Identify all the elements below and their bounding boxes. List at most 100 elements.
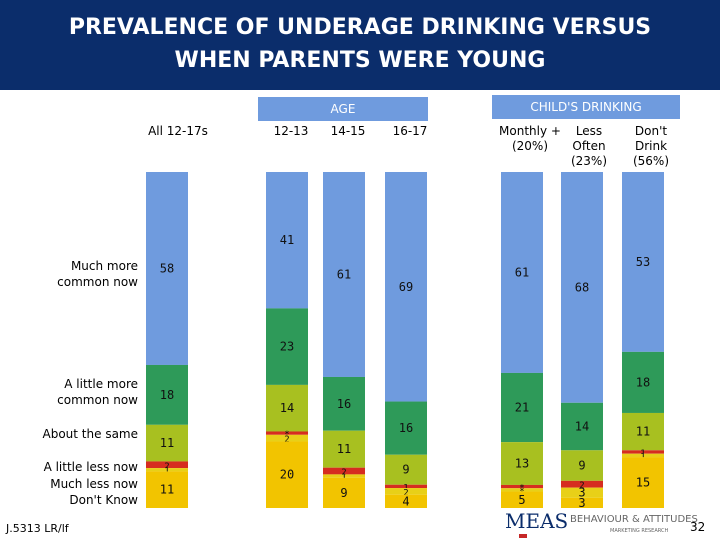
bar-value-label: 4: [402, 494, 409, 508]
bar-segment: [622, 172, 664, 352]
age-group-header: AGE: [258, 97, 428, 121]
bar-value-label: 13: [515, 457, 529, 471]
bar-segment: [385, 488, 427, 495]
bar-segment: [266, 441, 308, 508]
column-header-line: Drink: [634, 139, 668, 153]
bar-value-label: 9: [578, 459, 585, 473]
bar-value-label: 21: [515, 401, 529, 415]
row-label-line: Much more: [70, 259, 138, 273]
bar-value-label: 18: [160, 388, 174, 402]
bar-segment: [561, 450, 603, 481]
bar-segment: [501, 442, 543, 485]
bar-segment: [146, 468, 188, 472]
bar-segment: [266, 434, 308, 442]
bar-segment: [622, 351, 664, 413]
column-header-line: Less: [575, 124, 603, 138]
bar-value-label: 11: [337, 442, 351, 456]
column-header-line: All 12-17s: [148, 124, 208, 138]
bar-value-label: 69: [399, 280, 413, 294]
bar-value-label: 61: [515, 265, 529, 279]
bar-segment: [385, 172, 427, 402]
bar-segment: [323, 430, 365, 468]
bar-segment: [385, 401, 427, 455]
bar-segment: [146, 471, 188, 508]
bar-segment: [385, 484, 427, 489]
bar-segment: [266, 431, 308, 435]
row-label-much-less: Much less now: [50, 477, 138, 491]
bar-value-label: 9: [402, 463, 409, 477]
column-header-12-13: 12-13: [261, 124, 321, 139]
column-header-line: Often: [572, 139, 606, 153]
row-label-dont-know: Don't Know: [69, 493, 138, 507]
bar-segment: [561, 402, 603, 451]
bar-segment: [385, 454, 427, 485]
bar-value-label: 2: [164, 462, 169, 472]
bar-segment: [146, 172, 188, 365]
bar-value-label: 16: [399, 421, 413, 435]
bar-value-label: 14: [575, 420, 589, 434]
bar-value-label: 16: [337, 397, 351, 411]
bar-value-label: 23: [280, 340, 294, 354]
column-header-line: Monthly +: [499, 124, 561, 138]
row-label-much-more: Much more common now: [10, 258, 138, 290]
page-title-line1: PREVALENCE OF UNDERAGE DRINKING VERSUS: [68, 15, 652, 40]
bar-segment: [561, 497, 603, 508]
bar-value-label: 68: [575, 280, 589, 294]
bar-value-label: 15: [636, 476, 650, 490]
bar-segment: [622, 450, 664, 454]
bar-segment: [501, 372, 543, 443]
bar-segment: [561, 480, 603, 488]
logo-accent-mark: [519, 534, 527, 538]
column-header-monthly: Monthly + (20%): [490, 124, 570, 154]
company-logo-ba: BEHAVIOUR & ATTITUDES: [570, 514, 698, 525]
bar-segment: [501, 484, 543, 489]
bar-value-label: 3: [578, 496, 585, 510]
bar-segment: [323, 467, 365, 475]
childs-drinking-header: CHILD'S DRINKING: [492, 95, 680, 119]
bar-value-label: 2: [284, 435, 289, 445]
bar-value-label: 11: [160, 483, 174, 497]
bar-value-label: 58: [160, 261, 174, 275]
company-logo-meas: MEAS: [505, 509, 569, 533]
row-label-line: A little more: [64, 377, 138, 391]
bar-value-label: 11: [636, 425, 650, 439]
column-header-all: All 12-17s: [118, 124, 238, 139]
bar-value-label: 11: [160, 436, 174, 450]
bar-segment: [323, 474, 365, 478]
bar-value-label: 41: [280, 233, 294, 247]
column-header-line: 16-17: [392, 124, 428, 138]
bar-value-label: 2: [579, 481, 584, 491]
bar-value-label: 61: [337, 267, 351, 281]
bar-value-label: 20: [280, 468, 294, 482]
row-label-about-same: About the same: [42, 427, 138, 441]
bar-segment: [146, 424, 188, 462]
bar-segment: [622, 453, 664, 458]
bar-segment: [501, 491, 543, 508]
page-title-line2: WHEN PARENTS WERE YOUNG: [174, 48, 546, 73]
row-label-line: common now: [57, 393, 138, 407]
bar-segment: [146, 461, 188, 469]
page-number: 32: [690, 520, 706, 534]
bar-segment: [622, 412, 664, 451]
bar-segment: [323, 172, 365, 377]
footer-code: J.5313 LR/lf: [6, 522, 69, 535]
title-bar: PREVALENCE OF UNDERAGE DRINKING VERSUS W…: [0, 0, 720, 90]
bar-value-label: 14: [280, 401, 294, 415]
bar-segment: [146, 364, 188, 425]
row-label-little-more: A little more common now: [10, 376, 138, 408]
bar-value-label: 3: [578, 486, 585, 500]
bar-segment: [561, 172, 603, 403]
bar-segment: [266, 384, 308, 432]
bar-segment: [323, 477, 365, 508]
column-header-14-15: 14-15: [318, 124, 378, 139]
bar-segment: [622, 457, 664, 508]
column-header-line: 12-13: [273, 124, 309, 138]
bar-segment: [323, 376, 365, 431]
column-header-less-often: Less Often (23%): [556, 124, 622, 169]
bar-value-label: 5: [518, 493, 525, 507]
column-header-dont-drink: Don't Drink (56%): [618, 124, 684, 169]
bar-segment: [385, 494, 427, 508]
bar-segment: [266, 308, 308, 385]
column-header-line: 14-15: [330, 124, 366, 138]
